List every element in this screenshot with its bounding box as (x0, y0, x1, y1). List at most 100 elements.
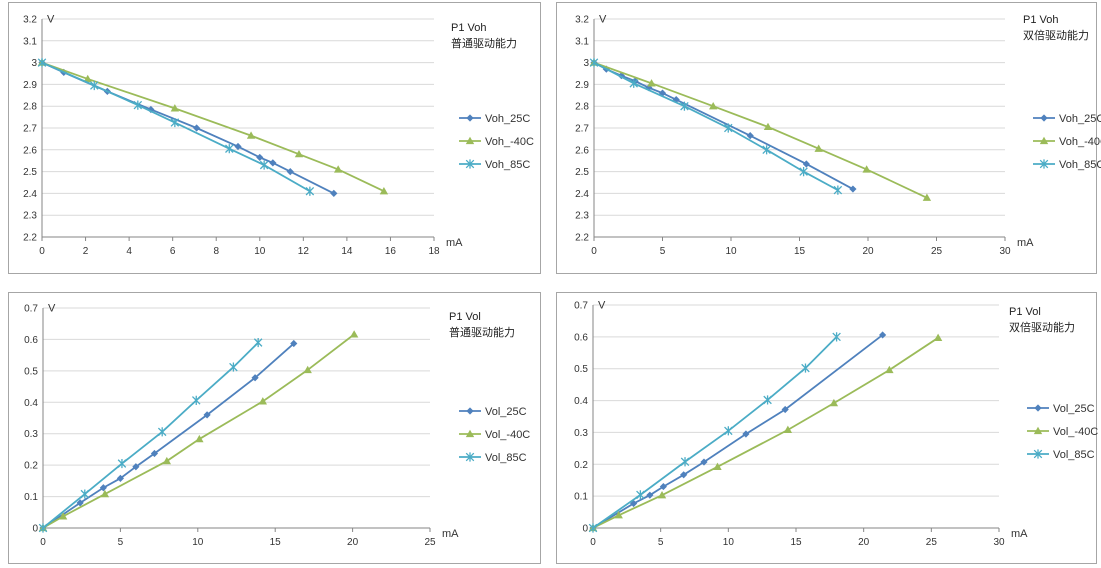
vol-normal-data-point (349, 330, 359, 338)
vol-double-ytick-label: 0.6 (574, 332, 588, 343)
voh-double-title: P1 Voh (1023, 14, 1058, 26)
voh-double-data-point (814, 144, 823, 152)
vol-normal-data-point (58, 512, 68, 520)
vol-normal-xtick-label: 15 (270, 537, 282, 548)
voh-normal-ytick-label: 2.9 (23, 80, 37, 91)
voh-normal-legend-marker-2 (465, 159, 475, 169)
vol-double-legend-marker-2 (1033, 449, 1043, 459)
vol-double-data-point (614, 511, 623, 519)
vol-normal-title: P1 Vol (449, 311, 481, 323)
voh-double-ytick-label: 2.7 (575, 124, 589, 135)
voh-normal-xtick-label: 10 (254, 246, 266, 257)
voh-normal-data-point (246, 131, 256, 139)
vol-normal-xtick-label: 0 (40, 537, 46, 548)
voh-normal-data-point (170, 117, 180, 128)
vol-normal-data-point (253, 337, 263, 348)
vol-double-ytick-label: 0.3 (574, 428, 588, 439)
chart-svg-vol-normal: 0 0.1 0.2 0.3 0.4 0.5 0.6 0.7 0 5 10 15 20 25 VmA P1 Vo… (24, 303, 530, 549)
vol-normal-ytick-label: 0.6 (24, 335, 38, 346)
voh-normal-data-point (170, 104, 180, 112)
voh-normal-data-point (234, 142, 242, 151)
voh-normal-xtick-label: 6 (170, 246, 176, 257)
voh-normal-data-point (379, 187, 389, 195)
voh-normal-data-point (37, 58, 47, 68)
vol-normal-data-point (290, 339, 298, 348)
vol-double-ytick-label: 0.1 (574, 492, 588, 503)
vol-double-data-point (724, 426, 733, 436)
vol-normal-data-point (80, 489, 90, 499)
vol-double-data-point (801, 363, 810, 373)
voh-double-data-point (799, 167, 808, 177)
vol-double-series-line-0 (592, 334, 884, 529)
voh-double-ytick-label: 2.5 (575, 167, 589, 178)
vol-double-data-point (588, 523, 598, 533)
voh-double-legend-label-1: Voh_-40C (1059, 136, 1101, 148)
chart-panel-voh-double: 2.2 2.3 2.4 2.5 2.6 2.7 2.8 2.9 3 3.1 3.2 0 5 10 15 20 2… (556, 2, 1101, 274)
vol-double-data-point (885, 365, 894, 374)
vol-normal-data-point (162, 456, 172, 465)
vol-double-data-point (832, 332, 841, 342)
voh-normal-data-point (256, 153, 264, 162)
vol-double-xtick-label: 25 (926, 537, 938, 548)
voh-normal-ytick-label: 3.1 (23, 36, 37, 47)
vol-double-data-point (763, 395, 772, 405)
vol-normal-series-line-1 (42, 333, 355, 529)
voh-normal-data-point (133, 100, 143, 110)
vol-double-xtick-label: 5 (658, 537, 664, 548)
voh-normal-data-point (225, 144, 234, 154)
vol-normal-legend-marker-1 (465, 429, 475, 438)
vol-normal-xtick-label: 25 (424, 537, 436, 548)
voh-double-xtick-label: 15 (794, 246, 806, 257)
vol-double-ylabel: V (598, 300, 606, 312)
voh-double-ytick-label: 2.3 (575, 211, 589, 222)
vol-normal-ytick-label: 0.4 (24, 398, 38, 409)
voh-normal-data-point (333, 165, 343, 173)
vol-normal-data-point (38, 523, 48, 533)
voh-double-data-point (672, 96, 680, 104)
vol-normal-data-point (150, 449, 159, 458)
voh-normal-legend-marker-0 (466, 114, 474, 122)
vol-double-xtick-label: 0 (590, 537, 596, 548)
voh-double-ytick-label: 3.1 (575, 36, 589, 47)
vol-double-data-point (700, 458, 708, 466)
voh-normal-ylabel: V (47, 14, 55, 26)
chart-svg-vol-double: 0 0.1 0.2 0.3 0.4 0.5 0.6 0.7 0 5 10 15 20 25 30 VmA P1 … (574, 300, 1098, 549)
vol-normal-data-point (100, 489, 110, 498)
voh-double-ytick-label: 2.8 (575, 102, 589, 113)
voh-double-data-point (708, 102, 718, 110)
vol-double-legend-marker-1 (1033, 426, 1043, 435)
voh-double-xtick-label: 30 (999, 246, 1011, 257)
vol-normal-legend-label-0: Vol_25C (485, 406, 527, 418)
vol-double-ytick-label: 0.2 (574, 460, 588, 471)
voh-double-subtitle: 双倍驱动能力 (1023, 28, 1089, 42)
vol-normal-data-point (132, 463, 140, 471)
vol-double-xtick-label: 30 (993, 537, 1005, 548)
voh-double-ytick-label: 2.2 (575, 233, 589, 244)
vol-double-ytick-label: 0.7 (574, 301, 588, 312)
voh-double-data-point (680, 101, 689, 111)
vol-double-series-line-1 (592, 337, 939, 529)
vol-normal-data-point (258, 397, 268, 405)
vol-normal-xtick-label: 10 (192, 537, 204, 548)
vol-normal-legend-marker-0 (466, 407, 474, 415)
voh-normal-data-point (286, 168, 294, 176)
vol-normal-data-point (195, 434, 204, 443)
chart-svg-voh-double: 2.2 2.3 2.4 2.5 2.6 2.7 2.8 2.9 3 3.1 3.2 0 5 10 15 20 2… (575, 14, 1101, 258)
voh-double-ytick-label: 2.6 (575, 145, 589, 156)
voh-normal-xlabel: mA (446, 237, 463, 249)
chart-svg-voh-normal: 2.2 2.3 2.4 2.5 2.6 2.7 2.8 2.9 3 3.1 3.2 0 2 4 6 8 10 12… (23, 14, 534, 258)
voh-normal-xtick-label: 12 (298, 246, 310, 257)
voh-normal-data-point (90, 80, 99, 91)
voh-normal-xtick-label: 18 (428, 246, 440, 257)
vol-normal-ytick-label: 0.1 (24, 492, 38, 503)
voh-double-xtick-label: 0 (591, 246, 597, 257)
vol-normal-xtick-label: 5 (118, 537, 124, 548)
voh-normal-data-point (83, 74, 92, 83)
vol-normal-legend-label-2: Vol_85C (485, 452, 527, 464)
voh-double-xlabel: mA (1017, 237, 1034, 249)
voh-normal-ytick-label: 3 (31, 58, 37, 69)
vol-normal-data-point (191, 395, 201, 405)
voh-double-data-point (762, 145, 771, 155)
